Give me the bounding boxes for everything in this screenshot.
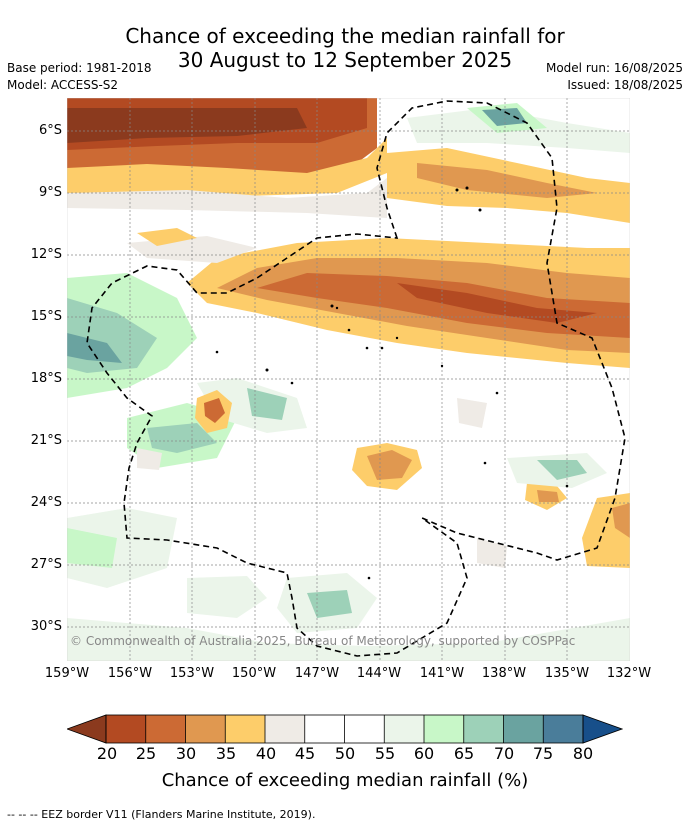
colorbar-cell [503,715,544,743]
colorbar-label: 40 [255,744,277,763]
dry-band-north [67,98,387,218]
colorbar-low-arrow [67,714,107,744]
colorbar-cell [384,715,425,743]
lon-label: 159°W [44,666,90,681]
copyright-notice: © Commonwealth of Australia 2025, Bureau… [70,634,576,648]
lon-label: 144°W [356,666,402,681]
lon-label: 147°W [294,666,340,681]
lon-label: 153°W [169,666,215,681]
colorbar-cell [185,715,226,743]
lat-label: 27°S [30,557,62,572]
colorbar-frame [105,714,584,744]
lon-label: 141°W [419,666,465,681]
lat-label: 9°S [38,185,62,200]
wet-area-west [67,273,307,468]
model-run: Model run: 16/08/2025 [545,61,683,75]
colorbar-label: 75 [532,744,554,763]
colorbar-label: 25 [135,744,157,763]
title-line-1: Chance of exceeding the median rainfall … [125,24,565,48]
wet-patches-south [67,453,630,661]
dry-band-northeast [387,103,630,223]
lon-label: 132°W [606,666,652,681]
colorbar-label: 20 [96,744,118,763]
colorbar-cell [543,715,584,743]
colorbar-title: Chance of exceeding median rainfall (%) [161,770,529,791]
lon-label: 135°W [544,666,590,681]
colorbar-label: 60 [413,744,435,763]
colorbar-cell [424,715,465,743]
colorbar-cell [463,715,504,743]
colorbar-label: 80 [572,744,594,763]
lat-label: 18°S [30,371,62,386]
colorbar-cell [344,715,385,743]
colorbar-label: 65 [453,744,475,763]
colorbar-cell [145,715,186,743]
colorbar-label: 45 [294,744,316,763]
base-period: Base period: 1981-2018 [7,61,152,75]
lon-label: 156°W [107,666,153,681]
dry-band-central [127,228,630,368]
lon-label: 138°W [481,666,527,681]
title-line-2: 30 August to 12 September 2025 [177,48,513,72]
rainfall-map [67,98,630,661]
colorbar-cell [265,715,306,743]
lat-label: 24°S [30,495,62,510]
map-gridlines [67,98,630,661]
colorbar-label: 70 [493,744,515,763]
colorbar-label: 50 [334,744,356,763]
lat-label: 15°S [30,309,62,324]
colorbar-label: 55 [374,744,396,763]
colorbar-cell [106,715,147,743]
lat-label: 12°S [30,247,62,262]
colorbar-cell [304,715,345,743]
colorbar-high-arrow [582,714,623,744]
colorbar-cell [225,715,266,743]
lat-label: 6°S [38,123,62,138]
lat-label: 30°S [30,619,62,634]
issued-date: Issued: 18/08/2025 [567,78,683,92]
islands [215,186,569,580]
eez-legend-note: -- -- -- EEZ border V11 (Flanders Marine… [7,808,316,821]
colorbar-label: 30 [175,744,197,763]
model-name: Model: ACCESS-S2 [7,78,119,92]
colorbar-label: 35 [215,744,237,763]
eez-border [86,100,626,657]
colorbar [67,714,623,744]
lon-label: 150°W [231,666,277,681]
lat-label: 21°S [30,433,62,448]
